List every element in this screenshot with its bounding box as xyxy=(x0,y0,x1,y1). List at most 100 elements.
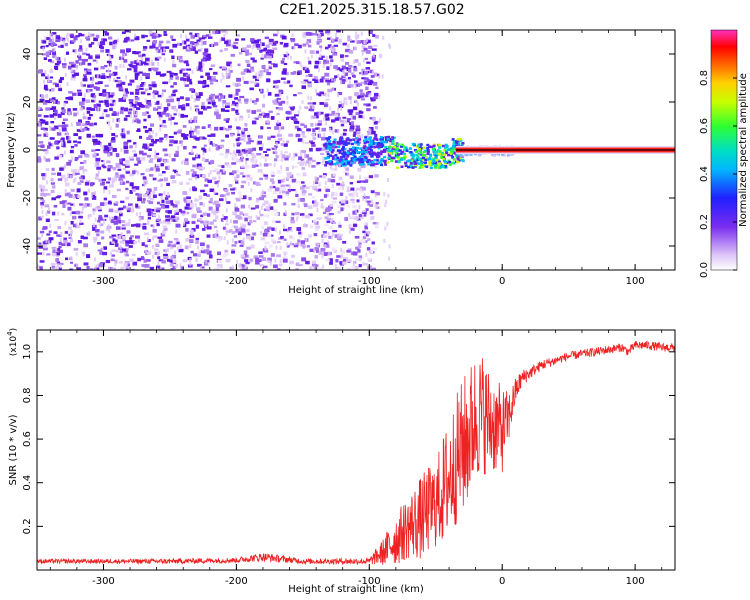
noise-cell xyxy=(296,217,299,222)
noise-cell xyxy=(201,157,206,162)
noise-cell xyxy=(222,168,225,173)
noise-cell xyxy=(196,163,202,167)
noise-cell xyxy=(164,46,170,49)
noise-cell xyxy=(374,222,380,225)
noise-cell xyxy=(172,259,177,263)
noise-cell xyxy=(129,145,133,149)
noise-cell xyxy=(51,185,56,189)
noise-cell xyxy=(202,63,205,68)
noise-cell xyxy=(370,215,375,220)
noise-cell xyxy=(120,220,126,224)
noise-cell xyxy=(43,57,48,61)
noise-cell xyxy=(169,74,174,78)
noise-cell xyxy=(366,79,370,82)
noise-cell xyxy=(342,240,347,244)
noise-cell xyxy=(218,98,222,102)
noise-cell xyxy=(169,217,174,220)
noise-cell xyxy=(333,249,337,253)
noise-cell xyxy=(64,189,67,194)
noise-cell xyxy=(275,139,280,143)
noise-cell xyxy=(358,255,363,259)
noise-cell xyxy=(102,93,107,97)
noise-cell xyxy=(198,80,204,84)
noise-cell xyxy=(87,116,91,120)
noise-cell xyxy=(193,116,198,120)
noise-cell xyxy=(190,126,193,131)
noise-cell xyxy=(388,244,391,249)
noise-cell xyxy=(43,79,46,84)
noise-cell xyxy=(61,125,67,129)
noise-cell xyxy=(204,249,210,253)
noise-cell xyxy=(259,196,265,201)
noise-cell xyxy=(291,165,294,170)
noise-cell xyxy=(231,250,235,254)
noise-cell xyxy=(293,94,297,97)
noise-cell xyxy=(208,97,212,100)
noise-cell xyxy=(369,80,374,84)
signal-cell xyxy=(427,145,431,148)
noise-cell xyxy=(209,32,212,37)
noise-cell xyxy=(293,118,298,121)
noise-cell xyxy=(271,238,275,243)
noise-cell xyxy=(241,195,247,200)
signal-cell xyxy=(375,162,379,165)
noise-cell xyxy=(348,68,352,73)
noise-cell xyxy=(113,202,118,206)
noise-cell xyxy=(100,202,105,206)
noise-cell xyxy=(264,221,268,225)
noise-cell xyxy=(212,30,217,35)
noise-cell xyxy=(79,166,84,171)
noise-cell xyxy=(46,145,51,149)
noise-cell xyxy=(48,107,53,111)
signal-cell xyxy=(430,159,434,162)
noise-cell xyxy=(361,134,364,139)
x-tick-label: 0 xyxy=(499,276,505,287)
noise-cell xyxy=(39,260,45,263)
x-tick-label: 0 xyxy=(499,576,505,587)
noise-cell xyxy=(151,35,157,39)
noise-cell xyxy=(46,53,50,58)
noise-cell xyxy=(176,263,179,268)
noise-cell xyxy=(80,107,83,112)
noise-cell xyxy=(352,190,358,194)
signal-cell xyxy=(394,154,398,157)
noise-cell xyxy=(223,126,226,131)
noise-cell xyxy=(183,161,189,165)
noise-cell xyxy=(323,101,329,105)
noise-cell xyxy=(63,118,68,122)
noise-cell xyxy=(247,134,251,138)
noise-cell xyxy=(72,62,77,65)
noise-cell xyxy=(381,74,384,79)
signal-cell xyxy=(380,157,384,161)
signal-cell xyxy=(421,158,425,161)
noise-cell xyxy=(56,131,62,136)
noise-cell xyxy=(108,265,111,270)
noise-cell xyxy=(185,48,191,52)
noise-cell xyxy=(232,211,237,215)
noise-cell xyxy=(96,205,101,209)
noise-cell xyxy=(367,82,373,86)
signal-cell xyxy=(379,136,383,139)
noise-cell xyxy=(215,203,221,208)
noise-cell xyxy=(154,102,158,106)
noise-cell xyxy=(356,40,362,44)
noise-cell xyxy=(178,112,181,117)
noise-cell xyxy=(148,67,152,72)
noise-cell xyxy=(225,148,230,153)
noise-cell xyxy=(244,164,250,169)
noise-cell xyxy=(37,156,41,160)
noise-cell xyxy=(162,230,166,235)
noise-cell xyxy=(231,244,237,247)
noise-cell xyxy=(178,105,183,109)
noise-cell xyxy=(95,157,101,162)
noise-cell xyxy=(134,186,140,190)
noise-cell xyxy=(209,197,213,202)
noise-cell xyxy=(238,52,243,55)
noise-cell xyxy=(249,140,254,143)
noise-cell xyxy=(148,87,152,90)
noise-cell xyxy=(295,180,301,184)
noise-cell xyxy=(203,193,207,196)
noise-cell xyxy=(50,182,55,185)
signal-cell xyxy=(351,146,355,149)
noise-cell xyxy=(142,198,146,201)
